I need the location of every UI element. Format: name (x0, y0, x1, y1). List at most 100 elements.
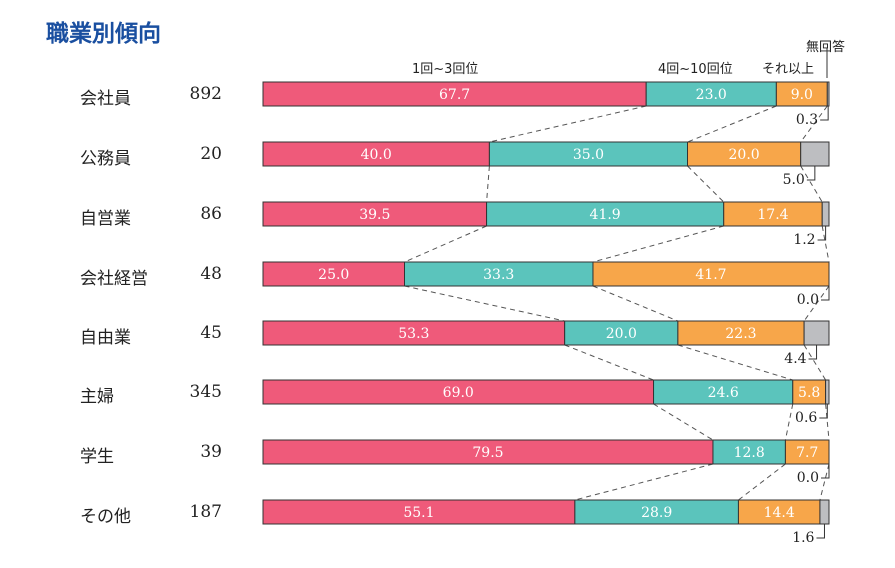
data-label: 9.0 (791, 87, 813, 103)
category-label: 会社員 (80, 89, 131, 109)
bar-segment-3 (784, 439, 830, 465)
sample-size: 892 (189, 84, 222, 104)
sample-size: 86 (200, 204, 222, 224)
bar-segment-2 (488, 141, 688, 167)
category-label: 主婦 (80, 387, 114, 407)
category-label: その他 (80, 507, 131, 527)
connector-line (564, 344, 654, 381)
data-label-no-answer: 0.0 (797, 470, 819, 486)
data-label-no-answer: 4.4 (784, 351, 806, 367)
bar-segment-1 (262, 261, 405, 287)
connector-line (592, 225, 724, 263)
data-label: 41.9 (590, 207, 621, 223)
data-label-no-answer: 0.3 (796, 112, 818, 128)
data-label: 67.7 (439, 87, 470, 103)
data-label: 69.0 (443, 385, 474, 401)
connector-line (592, 285, 679, 322)
data-label: 40.0 (361, 147, 392, 163)
category-label: 学生 (80, 447, 114, 467)
connector-line (784, 403, 794, 441)
data-label: 41.7 (695, 267, 726, 283)
data-label-no-answer: 0.6 (795, 410, 817, 426)
data-label: 12.8 (734, 445, 765, 461)
sample-size: 45 (200, 323, 222, 343)
sample-size: 187 (189, 502, 222, 522)
connector-line (803, 344, 827, 381)
data-label: 55.1 (403, 505, 434, 521)
bar-segment-1 (262, 201, 488, 227)
no-answer-leader (821, 464, 830, 479)
no-answer-leader (819, 404, 828, 419)
data-label: 33.3 (483, 267, 514, 283)
legend-label-no-answer: 無回答 (806, 40, 846, 55)
bar-segment-2 (645, 81, 777, 107)
no-answer-leader (817, 226, 827, 241)
connector-line (800, 105, 828, 143)
bar-segment-1 (262, 439, 714, 465)
data-label-no-answer: 1.6 (792, 530, 814, 546)
bar-segment-1 (262, 379, 655, 405)
bar-segment-4 (825, 379, 830, 405)
bar-segment-1 (262, 320, 566, 346)
data-label: 14.4 (764, 505, 795, 521)
bar-segment-1 (262, 81, 647, 107)
connector-line (825, 403, 830, 441)
connector-line (574, 463, 714, 501)
data-label: 39.5 (359, 207, 390, 223)
sample-size: 20 (200, 144, 222, 164)
connector-line (687, 105, 777, 143)
connector-line (653, 403, 714, 441)
data-label-no-answer: 5.0 (783, 172, 805, 188)
data-label: 53.3 (398, 326, 429, 342)
data-label-no-answer: 1.2 (793, 232, 815, 248)
bar-segment-3 (592, 261, 830, 287)
connector-line (738, 463, 786, 501)
data-label: 17.4 (757, 207, 788, 223)
connector-line (819, 463, 830, 501)
bar-segment-4 (821, 201, 830, 227)
data-label: 25.0 (318, 267, 349, 283)
legend-label-1-3: 1回~3回位 (412, 62, 479, 77)
connector-line (687, 165, 725, 203)
data-label: 24.6 (708, 385, 739, 401)
data-label: 20.0 (606, 326, 637, 342)
bar-segment-3 (677, 320, 805, 346)
category-label: 自由業 (80, 328, 131, 348)
bar-segment-2 (486, 201, 725, 227)
no-answer-leader (821, 286, 830, 301)
bar-segment-4 (803, 320, 830, 346)
bar-segment-4 (800, 141, 830, 167)
connector-line (821, 225, 830, 263)
data-label: 22.3 (725, 326, 756, 342)
bar-segment-4 (819, 499, 830, 525)
data-label: 20.0 (729, 147, 760, 163)
data-label: 7.7 (796, 445, 818, 461)
bar-segment-3 (792, 379, 827, 405)
connector-line (404, 225, 487, 263)
data-label-no-answer: 0.0 (797, 292, 819, 308)
connector-line (800, 165, 823, 203)
data-label: 5.8 (798, 385, 820, 401)
data-label: 28.9 (641, 505, 672, 521)
data-label: 79.5 (472, 445, 503, 461)
no-answer-leader (816, 524, 825, 539)
legend-label-4-10: 4回~10回位 (658, 62, 733, 77)
connector-line (404, 285, 565, 322)
chart-title: 職業別傾向 (46, 21, 161, 47)
connector-line (803, 285, 830, 322)
no-answer-leader (808, 345, 818, 360)
connector-line (677, 344, 793, 381)
data-label: 23.0 (696, 87, 727, 103)
connector-line (489, 105, 647, 143)
data-label: 35.0 (573, 147, 604, 163)
category-label: 会社経営 (80, 269, 148, 289)
bar-segment-2 (712, 439, 786, 465)
category-label: 自営業 (80, 209, 131, 229)
bar-segment-2 (653, 379, 794, 405)
sample-size: 48 (200, 264, 222, 284)
bar-segment-2 (574, 499, 739, 525)
bar-segment-3 (687, 141, 802, 167)
no-answer-leader (806, 166, 816, 181)
bar-segment-1 (262, 141, 490, 167)
